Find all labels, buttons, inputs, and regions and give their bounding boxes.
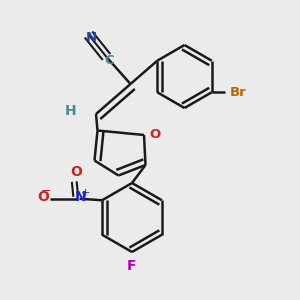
- Text: O: O: [37, 190, 49, 204]
- Text: +: +: [81, 188, 91, 198]
- Text: F: F: [127, 259, 137, 272]
- Text: O: O: [149, 128, 160, 142]
- Text: O: O: [71, 165, 82, 179]
- Text: N: N: [86, 31, 97, 44]
- Text: Br: Br: [230, 86, 247, 99]
- Text: N: N: [75, 190, 86, 204]
- Text: −: −: [41, 185, 51, 198]
- Text: C: C: [105, 53, 114, 67]
- Text: H: H: [65, 104, 76, 118]
